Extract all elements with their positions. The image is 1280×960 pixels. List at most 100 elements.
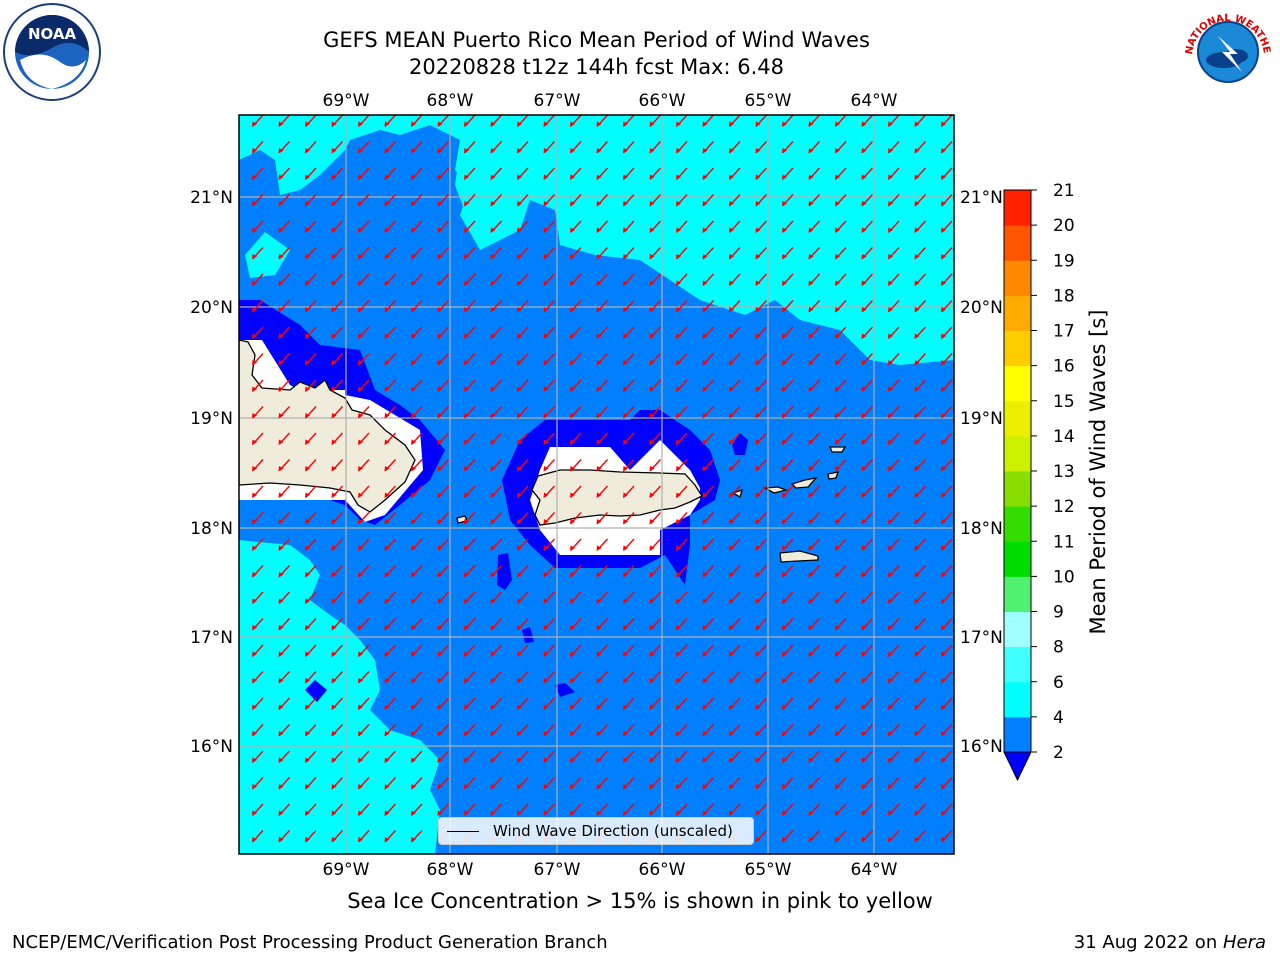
wave-arrow-265 — [835, 353, 847, 366]
wave-arrow-602 — [464, 697, 476, 710]
wave-arrow-head — [623, 810, 628, 816]
wave-arrow-head — [384, 148, 390, 154]
wave-arrow-253 — [517, 353, 529, 366]
wave-arrow-62 — [464, 167, 476, 180]
wave-arrow-419 — [623, 512, 635, 525]
lon-tick-top: 69°W — [323, 91, 370, 111]
wave-arrow-349 — [914, 432, 927, 445]
wave-arrow-head — [888, 174, 893, 180]
wave-arrow-head — [782, 360, 787, 366]
wave-arrow-head — [702, 598, 708, 604]
wave-arrow-head — [384, 519, 390, 525]
wave-arrow-140 — [384, 247, 397, 260]
wave-arrow-head — [252, 598, 257, 604]
wave-arrow-655 — [437, 750, 450, 763]
wave-arrow-584 — [702, 671, 715, 684]
wave-arrow-head — [596, 439, 602, 445]
wave-arrow-head — [331, 227, 337, 233]
wave-arrow-head — [305, 174, 310, 180]
wave-arrow-184 — [835, 273, 847, 286]
wave-arrow-664 — [676, 750, 688, 763]
wave-arrow-head — [384, 731, 390, 737]
wave-arrow-597 — [331, 697, 344, 710]
wave-arrow-head — [331, 307, 337, 313]
wave-arrow-431 — [941, 512, 953, 525]
wave-arrow-head — [755, 837, 761, 843]
wave-arrow-64 — [517, 167, 529, 180]
wave-arrow-493 — [437, 591, 450, 604]
wave-arrow-head — [490, 784, 496, 790]
wave-arrow-340 — [676, 432, 688, 445]
wave-arrow-342 — [729, 432, 741, 445]
colorbar-segment-2 — [1004, 646, 1031, 683]
lat-tick-left: 17°N — [190, 628, 233, 648]
wave-arrow-433 — [278, 538, 291, 551]
wave-arrow-head — [941, 837, 946, 843]
wave-arrow-head — [437, 148, 443, 154]
wave-arrow-head — [755, 174, 761, 180]
wave-arrow-702 — [252, 803, 264, 816]
wave-arrow-head — [808, 545, 814, 551]
wave-arrow-head — [941, 757, 946, 763]
wave-arrow-226 — [517, 326, 529, 339]
wave-arrow-434 — [305, 538, 317, 551]
wave-arrow-head — [358, 360, 363, 366]
wave-arrow-head — [808, 148, 814, 154]
wave-arrow-head — [543, 678, 549, 684]
wave-arrow-head — [941, 784, 946, 790]
wave-arrow-head — [437, 598, 443, 604]
wave-arrow-729 — [252, 830, 264, 843]
wave-arrow-head — [861, 704, 867, 710]
wave-arrow-head — [596, 545, 602, 551]
wave-arrow-head — [649, 757, 655, 763]
wave-arrow-16 — [676, 115, 688, 127]
wave-arrow-614 — [782, 697, 794, 710]
wave-arrow-head — [941, 678, 946, 684]
wave-arrow-132 — [888, 220, 900, 233]
wave-arrow-145 — [517, 247, 529, 260]
wave-arrow-386 — [464, 485, 476, 498]
wave-arrow-head — [702, 651, 708, 657]
wave-arrow-166 — [358, 273, 370, 286]
wave-arrow-565 — [914, 644, 927, 657]
wave-arrow-254 — [543, 353, 556, 366]
wave-arrow-512 — [941, 591, 953, 604]
wave-arrow-head — [305, 360, 310, 366]
wave-arrow-head — [464, 360, 469, 366]
wave-arrow-head — [570, 651, 575, 657]
wave-arrow-116 — [464, 220, 476, 233]
wave-arrow-5 — [384, 115, 397, 127]
wave-arrow-400 — [835, 485, 847, 498]
wave-arrow-164 — [305, 273, 317, 286]
wave-arrow-134 — [941, 220, 953, 233]
wave-arrow-head — [278, 227, 284, 233]
wave-arrow-525 — [570, 618, 582, 631]
wave-arrow-646 — [914, 724, 927, 737]
wave-arrow-680 — [384, 777, 397, 790]
wave-arrow-651 — [331, 750, 344, 763]
wave-arrow-320 — [861, 406, 874, 419]
virgin-islands-land-2 — [790, 477, 818, 489]
wave-arrow-head — [543, 360, 549, 366]
wave-arrow-191 — [305, 300, 317, 313]
colorbar-tick-label: 4 — [1053, 708, 1064, 728]
wave-arrow-head — [543, 333, 549, 339]
wave-arrow-head — [411, 413, 416, 419]
wave-arrow-head — [543, 572, 549, 578]
wave-arrow-head — [331, 333, 337, 339]
wave-arrow-469 — [517, 565, 529, 578]
wave-arrow-370 — [755, 459, 768, 472]
wave-arrow-head — [570, 598, 575, 604]
wave-arrow-head — [358, 254, 363, 260]
wave-arrow-head — [835, 174, 840, 180]
wave-arrow-259 — [676, 353, 688, 366]
wave-arrow-462 — [331, 565, 344, 578]
wave-arrow-head — [331, 810, 337, 816]
wave-arrow-head — [755, 386, 761, 392]
wave-arrow-head — [464, 174, 469, 180]
wave-arrow-head — [252, 307, 257, 313]
wave-arrow-435 — [331, 538, 344, 551]
wave-arrow-head — [252, 837, 257, 843]
wave-arrow-head — [808, 651, 814, 657]
